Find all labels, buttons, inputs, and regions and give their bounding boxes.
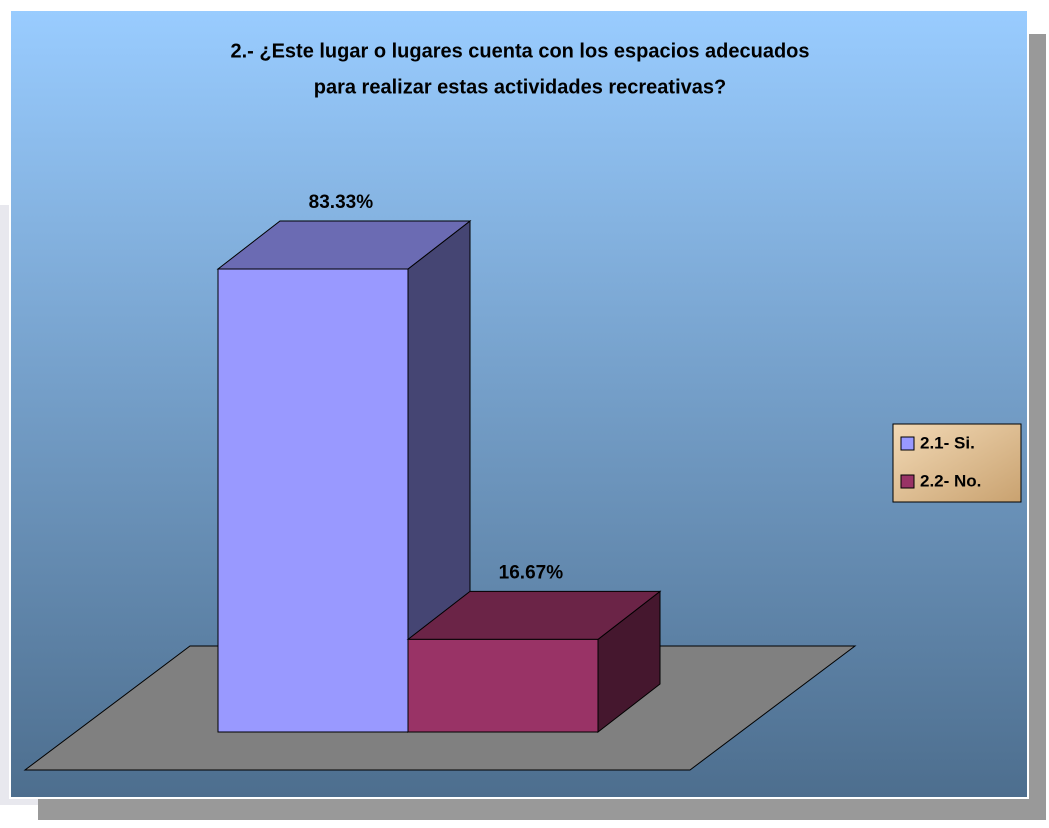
bar bbox=[217, 268, 409, 733]
chart-title: para realizar estas actividades recreati… bbox=[314, 76, 726, 98]
legend-label: 2.1- Si. bbox=[920, 433, 975, 452]
legend-swatch bbox=[900, 474, 915, 489]
data-label: 83.33% bbox=[309, 192, 374, 213]
legend-swatch bbox=[900, 436, 915, 451]
legend-label: 2.2- No. bbox=[920, 471, 981, 490]
data-label: 16.67% bbox=[499, 562, 564, 583]
chart-title: 2.- ¿Este lugar o lugares cuenta con los… bbox=[230, 40, 809, 62]
bar bbox=[407, 638, 599, 733]
